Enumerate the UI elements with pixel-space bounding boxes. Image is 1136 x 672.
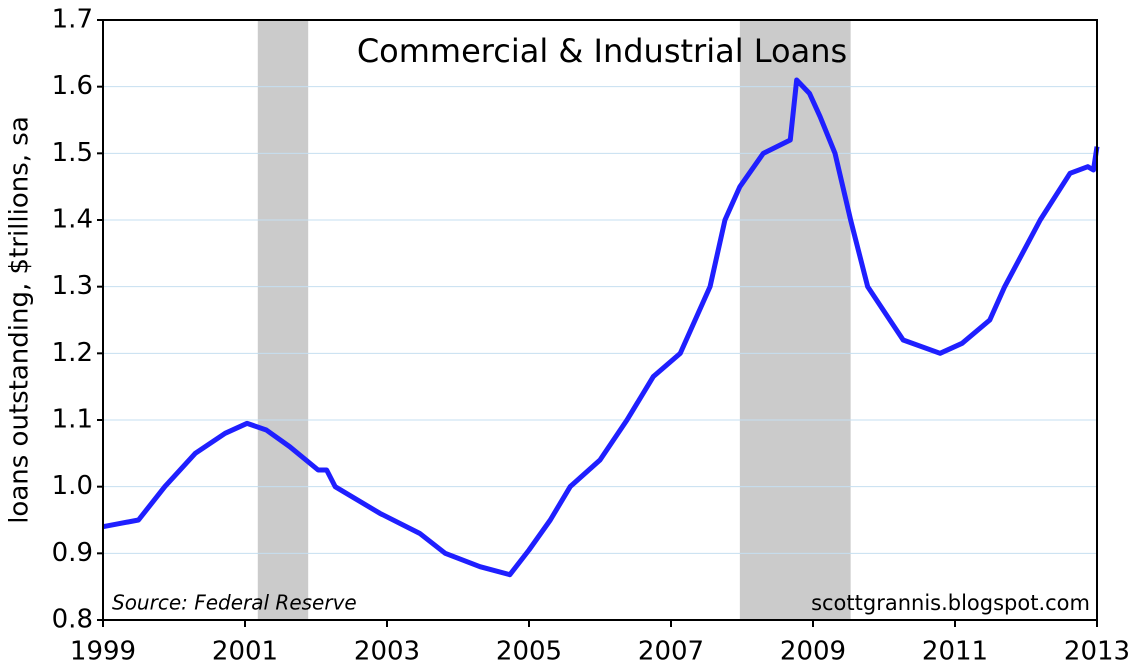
x-tick-label: 1999 — [70, 637, 136, 667]
y-tick-label: 1.3 — [52, 271, 93, 301]
x-tick-label: 2009 — [780, 637, 846, 667]
x-tick-label: 2003 — [354, 637, 420, 667]
x-tick-label: 2013 — [1064, 637, 1130, 667]
credit-note: scottgrannis.blogspot.com — [811, 591, 1090, 615]
x-tick-label: 2005 — [496, 637, 562, 667]
x-tick-label: 2007 — [638, 637, 704, 667]
y-tick-label: 1.6 — [52, 71, 93, 101]
y-tick-label: 0.8 — [52, 605, 93, 635]
y-tick-label: 1.5 — [52, 138, 93, 168]
source-note: Source: Federal Reserve — [112, 591, 357, 615]
recession-shade — [739, 20, 851, 620]
chart-title: Commercial & Industrial Loans — [357, 32, 847, 70]
y-tick-label: 1.7 — [52, 5, 93, 35]
y-tick-label: 1.2 — [52, 338, 93, 368]
y-tick-label: 1.0 — [52, 471, 93, 501]
y-tick-label: 0.9 — [52, 538, 93, 568]
data-line — [102, 77, 1100, 578]
y-axis-label: loans outstanding, $trillions, sa — [5, 116, 35, 524]
y-tick-label: 1.4 — [52, 205, 93, 235]
plot-frame — [102, 19, 1098, 621]
recession-shade — [257, 20, 309, 620]
x-tick-label: 2001 — [212, 637, 278, 667]
x-tick-label: 2011 — [922, 637, 988, 667]
y-tick-label: 1.1 — [52, 405, 93, 435]
